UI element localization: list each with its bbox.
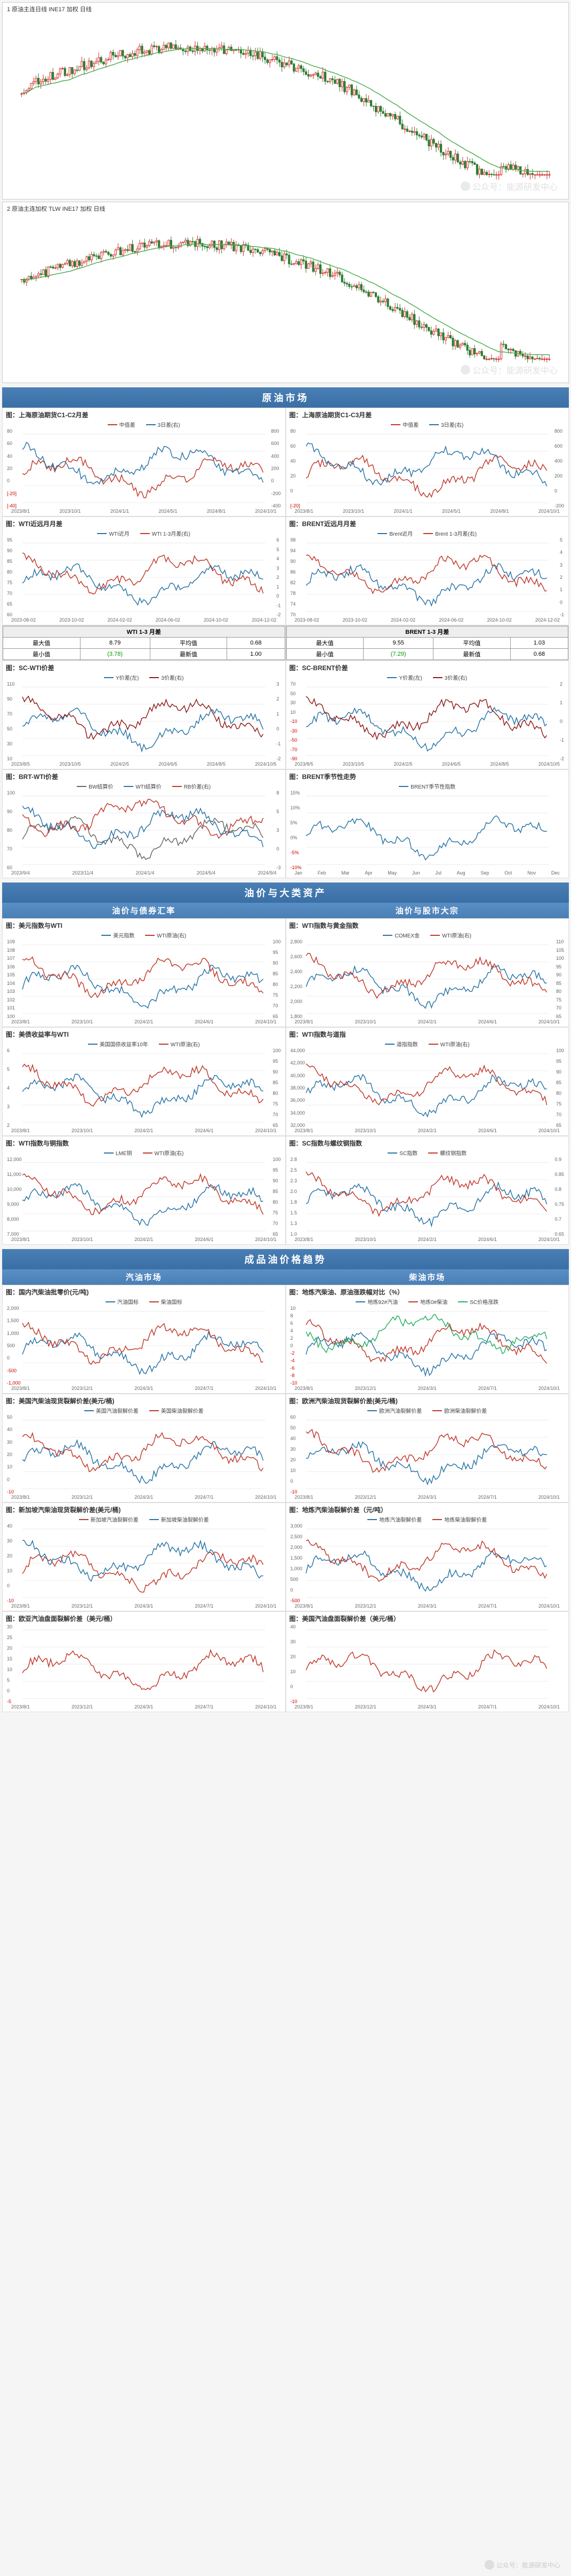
chart-crude-1: 图：上海原油期货C1-C2月差中值差3日差(右)806040200[-20][-…: [2, 408, 286, 516]
sub-gasoline: 汽油市场: [2, 1269, 286, 1285]
mini-title: 图：国内汽柴油批零价(元/吨): [6, 1287, 282, 1297]
stat-table: WTI 1-3 月差最大值8.79平均值0.68最小值(3.78)最新值1.00: [3, 626, 285, 660]
chart-prod-4: 图：欧洲汽柴油现货裂解价差(美元/桶)欧洲汽油裂解价差欧洲柴油裂解价差60504…: [286, 1394, 569, 1502]
watermark: 公众号：能源研发中心: [485, 2560, 560, 2570]
chart-asset-2: 图：WTI指数与黄金指数COMEX金WTI原油(右)2,8002,6002,40…: [286, 918, 569, 1027]
chart-asset-3: 图：美债收益率与WTI美国国债收益率10年WTI原油(右)65432100959…: [2, 1027, 286, 1136]
watermark: 公众号：能源研发中心: [461, 363, 558, 376]
legend: WTI近月WTI 1-3月差(右): [6, 529, 282, 537]
mini-title: 图：上海原油期货C1-C2月差: [6, 410, 282, 419]
mini-title: 图：新加坡汽柴油现货裂解价差(美元/桶): [6, 1505, 282, 1514]
legend: BW结算价WTI结算价RB价差(右): [6, 782, 282, 790]
mini-title: 图：美国汽柴油现货裂解价差(美元/桶): [6, 1396, 282, 1405]
mini-title: 图：地炼汽柴油裂解价差（元/吨）: [289, 1505, 566, 1514]
legend: 中值差3日差(右): [6, 420, 282, 428]
mini-title: 图：WTI近远月月差: [6, 519, 282, 528]
legend: LME铜WTI原油(右): [6, 1149, 282, 1157]
chart-prod-8: 图：美国汽油盘面裂解价差（美元/桶）403020100-102023/8/120…: [286, 1611, 569, 1712]
chart-prod-2: 图：地炼汽柴油、原油涨跌幅对比（%）地炼92#汽油地炼0#柴油SC价格涨跌108…: [286, 1285, 569, 1394]
candle-svg: [3, 202, 568, 383]
chart-crude-3: 图：WTI近远月月差WTI近月WTI 1-3月差(右)9590858075706…: [2, 516, 286, 625]
mini-title: 图：美债收益率与WTI: [6, 1030, 282, 1039]
legend: 地炼92#汽油地炼0#柴油SC价格涨跌: [289, 1298, 566, 1306]
mini-title: 图：BRENT近远月月差: [289, 519, 566, 528]
legend: BRENT季节性指数: [289, 782, 566, 790]
chart-prod-6: 图：地炼汽柴油裂解价差（元/吨）地炼汽油裂解价差地炼柴油裂解价差3,0002,5…: [286, 1502, 569, 1611]
mini-title: 图：美国汽油盘面裂解价差（美元/桶）: [289, 1614, 566, 1623]
mini-title: 图：BRT-WTI价差: [6, 772, 282, 781]
mini-title: 图：美元指数与WTI: [6, 921, 282, 930]
chart-prod-3: 图：美国汽柴油现货裂解价差(美元/桶)美国汽油裂解价差美国柴油裂解价差50403…: [2, 1394, 286, 1502]
legend: 中值差3日差(右): [289, 420, 566, 428]
mini-title: 图：上海原油期货C1-C3月差: [289, 410, 566, 419]
mini-title: 图：BRENT季节性走势: [289, 772, 566, 781]
legend: Brent近月Brent 1-3月差(右): [289, 529, 566, 537]
mini-title: 图：WTI指数与黄金指数: [289, 921, 566, 930]
legend: SC指数螺纹钢指数: [289, 1149, 566, 1157]
mini-title: 图：欧洲汽柴油现货裂解价差(美元/桶): [289, 1396, 566, 1405]
chart-crude-8: 图：BRENT季节性走势BRENT季节性指数15%10%5%0%-5%-10%J…: [286, 769, 569, 878]
chart-title: 2 原油主连加权 TLW INE17 加权 日线: [7, 204, 105, 213]
legend: Y价差(左)3价差(右): [6, 673, 282, 681]
stat-brent: BRENT 1-3 月差最大值9.55平均值1.03最小值(7.29)最新值0.…: [286, 625, 569, 661]
legend: 地炼汽油裂解价差地炼柴油裂解价差: [289, 1515, 566, 1523]
chart-asset-5: 图：WTI指数与铜指数LME铜WTI原油(右)12,00011,00010,00…: [2, 1136, 286, 1245]
crude-grid: 图：上海原油期货C1-C2月差中值差3日差(右)806040200[-20][-…: [2, 408, 569, 878]
legend: 欧洲汽油裂解价差欧洲柴油裂解价差: [289, 1406, 566, 1414]
candle-chart-bottom: 2 原油主连加权 TLW INE17 加权 日线 公众号：能源研发中心: [2, 202, 569, 383]
mini-title: 图：WTI指数与道指: [289, 1030, 566, 1039]
candle-chart-top: 1 原油主连日线 INE17 加权 日线 公众号：能源研发中心: [2, 2, 569, 200]
legend: Y价差(左)3价差(右): [289, 673, 566, 681]
mini-title: 图：WTI指数与铜指数: [6, 1139, 282, 1148]
sub-bond-fx: 油价与债券汇率: [2, 903, 286, 918]
chart-asset-6: 图：SC指数与螺纹钢指数SC指数螺纹钢指数2.82.52.32.01.81.51…: [286, 1136, 569, 1245]
chart-crude-2: 图：上海原油期货C1-C3月差中值差3日差(右)806040200[-20]80…: [286, 408, 569, 516]
mini-title: 图：地炼汽柴油、原油涨跌幅对比（%）: [289, 1287, 566, 1297]
chart-prod-7: 图：欧亚汽油盘面裂解价差（美元/桶）302520151050-52023/8/1…: [2, 1611, 286, 1712]
chart-prod-5: 图：新加坡汽柴油现货裂解价差(美元/桶)新加坡汽油裂解价差新加坡柴油裂解价差40…: [2, 1502, 286, 1611]
chart-crude-6: 图：SC-BRENT价差Y价差(左)3价差(右)70503010-10-30-5…: [286, 661, 569, 769]
section-assets: 油价与大类资产: [2, 882, 569, 903]
legend: COMEX金WTI原油(右): [289, 931, 566, 939]
legend: 美国国债收益率10年WTI原油(右): [6, 1040, 282, 1048]
chart-crude-7: 图：BRT-WTI价差BW结算价WTI结算价RB价差(右)10090807060…: [2, 769, 286, 878]
chart-title: 1 原油主连日线 INE17 加权 日线: [7, 5, 92, 13]
mini-title: 图：SC指数与螺纹钢指数: [289, 1139, 566, 1148]
legend: 新加坡汽油裂解价差新加坡柴油裂解价差: [6, 1515, 282, 1523]
legend: 道指指数WTI原油(右): [289, 1040, 566, 1048]
chart-prod-1: 图：国内汽柴油批零价(元/吨)汽油国标柴油国标2,0001,5001,00050…: [2, 1285, 286, 1394]
legend: 美国汽油裂解价差美国柴油裂解价差: [6, 1406, 282, 1414]
candle-svg: [3, 3, 568, 199]
chart-asset-4: 图：WTI指数与道指道指指数WTI原油(右)44,00042,00040,000…: [286, 1027, 569, 1136]
stat-wti: WTI 1-3 月差最大值8.79平均值0.68最小值(3.78)最新值1.00: [2, 625, 286, 661]
products-grid: 图：国内汽柴油批零价(元/吨)汽油国标柴油国标2,0001,5001,00050…: [2, 1285, 569, 1712]
section-crude-oil: 原油市场: [2, 387, 569, 408]
chart-asset-1: 图：美元指数与WTI美元指数WTI原油(右)109108107106105104…: [2, 918, 286, 1027]
legend: 美元指数WTI原油(右): [6, 931, 282, 939]
chart-crude-5: 图：SC-WTI价差Y价差(左)3价差(右)11090705030103210-…: [2, 661, 286, 769]
stat-table: BRENT 1-3 月差最大值9.55平均值1.03最小值(7.29)最新值0.…: [286, 626, 569, 660]
sub-stock-commodity: 油价与股市大宗: [286, 903, 569, 918]
chart-crude-4: 图：BRENT近远月月差Brent近月Brent 1-3月差(右)9894908…: [286, 516, 569, 625]
mini-title: 图：SC-WTI价差: [6, 663, 282, 672]
sub-diesel: 柴油市场: [286, 1269, 569, 1285]
legend: 汽油国标柴油国标: [6, 1298, 282, 1306]
section-products: 成品油价格趋势: [2, 1249, 569, 1269]
mini-title: 图：欧亚汽油盘面裂解价差（美元/桶）: [6, 1614, 282, 1623]
watermark: 公众号：能源研发中心: [461, 180, 558, 193]
asset-grid: 图：美元指数与WTI美元指数WTI原油(右)109108107106105104…: [2, 918, 569, 1245]
mini-title: 图：SC-BRENT价差: [289, 663, 566, 672]
